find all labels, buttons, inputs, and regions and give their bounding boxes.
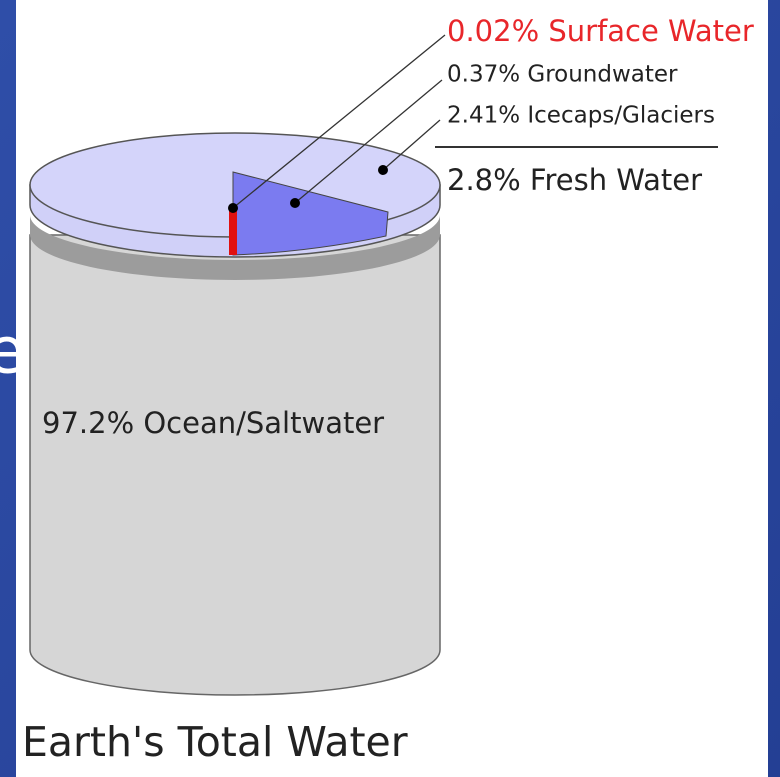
leader-line [294,79,443,204]
label-icecaps: 2.41% Icecaps/Glaciers [447,103,715,129]
label-fresh: 2.8% Fresh Water [447,163,702,197]
dot [378,165,388,175]
fresh-wedge [232,171,389,256]
label-ocean: 97.2% Ocean/Saltwater [42,406,384,440]
surface-slice [229,205,237,255]
cylinder-band [30,215,440,280]
dot [290,198,300,208]
title: Earth's Total Water [22,718,408,766]
label-surface: 0.02% Surface Water [447,14,754,48]
leader-line [382,119,441,171]
cylinder [29,132,441,696]
label-groundwater: 0.37% Groundwater [447,62,678,88]
leader-line [232,34,446,209]
cylinder-body [29,234,441,696]
dot [228,203,238,213]
leaders [232,34,718,209]
